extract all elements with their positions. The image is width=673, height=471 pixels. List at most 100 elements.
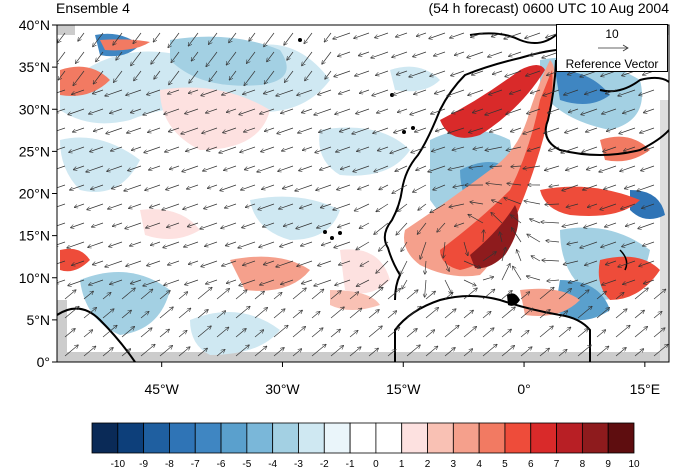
wind-vector bbox=[539, 326, 553, 338]
wind-vector bbox=[89, 108, 104, 114]
wind-vector bbox=[57, 184, 66, 189]
wind-vector bbox=[57, 146, 66, 151]
wind-vector bbox=[70, 184, 85, 190]
wind-vector bbox=[596, 330, 605, 338]
colorbar-box bbox=[169, 422, 196, 454]
wind-vector bbox=[444, 309, 456, 319]
wind-vector bbox=[435, 89, 446, 94]
wind-vector bbox=[316, 184, 332, 190]
positive-anomaly bbox=[440, 65, 545, 138]
wind-vector bbox=[429, 32, 446, 39]
ensemble-title: Ensemble 4 bbox=[56, 0, 130, 16]
wind-vector bbox=[376, 203, 389, 212]
reference-vector-box: 10 Reference Vector bbox=[556, 24, 668, 72]
wind-vector bbox=[558, 327, 571, 338]
wind-vector bbox=[359, 222, 370, 228]
wind-vector bbox=[191, 51, 199, 61]
coastline-iberia bbox=[469, 32, 557, 45]
coastline-south-america bbox=[57, 307, 136, 362]
wind-vector bbox=[526, 70, 541, 76]
wind-vector bbox=[168, 32, 180, 47]
wind-vector bbox=[240, 146, 256, 152]
wind-vector bbox=[83, 291, 93, 300]
colorbar-box bbox=[452, 422, 480, 454]
wind-vector bbox=[132, 146, 142, 150]
wind-vector bbox=[159, 346, 172, 357]
wind-vector bbox=[581, 108, 598, 115]
wind-vector bbox=[238, 241, 256, 248]
wind-vector bbox=[69, 146, 85, 152]
wind-vector bbox=[93, 89, 104, 94]
wind-vector bbox=[582, 146, 598, 152]
wind-vector bbox=[418, 203, 427, 210]
wind-vector bbox=[402, 279, 408, 289]
wind-vector bbox=[319, 127, 332, 132]
wind-vector bbox=[254, 346, 267, 357]
wind-vector bbox=[110, 279, 123, 284]
wind-vector bbox=[200, 222, 218, 229]
colorbar-label: 8 bbox=[580, 459, 586, 470]
reference-label: Reference Vector bbox=[565, 57, 659, 71]
wind-vector bbox=[577, 290, 589, 300]
wind-vector bbox=[619, 127, 636, 134]
wind-vector bbox=[500, 232, 502, 243]
wind-vector bbox=[425, 346, 438, 357]
wind-vector bbox=[368, 287, 383, 300]
wind-vector bbox=[133, 32, 142, 43]
wind-vector bbox=[545, 204, 560, 205]
wind-vector bbox=[359, 51, 370, 56]
wind-vector bbox=[264, 70, 275, 84]
wind-vector bbox=[490, 127, 503, 132]
wind-vector bbox=[558, 289, 571, 300]
wind-vector bbox=[277, 127, 294, 134]
wind-vector bbox=[634, 288, 648, 300]
positive-anomaly bbox=[404, 60, 555, 277]
wind-vector bbox=[203, 165, 218, 171]
lake-chad bbox=[619, 249, 628, 271]
wind-vector bbox=[254, 330, 263, 338]
wind-vector bbox=[482, 312, 491, 319]
wind-vector bbox=[354, 32, 370, 38]
wind-vector bbox=[205, 241, 218, 246]
wind-vector bbox=[520, 308, 533, 319]
wind-vector bbox=[162, 203, 180, 210]
wind-vector bbox=[165, 146, 180, 152]
wind-vector bbox=[372, 89, 389, 96]
wind-vector bbox=[261, 146, 275, 152]
wind-vector bbox=[406, 329, 417, 338]
wind-vector bbox=[376, 260, 389, 273]
wind-vector bbox=[581, 279, 598, 286]
colorbar-label: 10 bbox=[628, 459, 640, 470]
shaded-anomaly-field bbox=[57, 25, 669, 362]
colorbar-box bbox=[427, 422, 454, 454]
wind-vector bbox=[549, 185, 560, 187]
reference-magnitude: 10 bbox=[605, 27, 619, 41]
wind-vector bbox=[273, 325, 288, 338]
wind-vector bbox=[447, 89, 465, 96]
wind-vector bbox=[568, 279, 579, 283]
wind-vector bbox=[187, 184, 199, 189]
colorbar-box bbox=[349, 422, 377, 454]
wind-vector bbox=[561, 146, 579, 153]
wind-vector bbox=[455, 51, 465, 55]
wind-vector bbox=[140, 312, 149, 319]
wind-vector bbox=[398, 108, 408, 112]
wind-vector bbox=[305, 70, 313, 81]
wind-vector bbox=[292, 349, 301, 357]
wind-vector bbox=[94, 127, 104, 131]
wind-vector bbox=[387, 327, 400, 338]
missing-edge bbox=[660, 100, 669, 362]
colorbar-label: -5 bbox=[242, 459, 251, 470]
wind-vector bbox=[330, 307, 344, 319]
wind-vector bbox=[335, 108, 351, 114]
wind-vector bbox=[349, 347, 361, 357]
wind-vector bbox=[72, 89, 85, 94]
colorbar-label: 7 bbox=[554, 459, 560, 470]
wind-vector bbox=[517, 250, 522, 262]
wind-vector bbox=[131, 108, 142, 113]
wind-vector bbox=[360, 260, 370, 266]
wind-vector bbox=[83, 330, 92, 338]
wind-vector bbox=[653, 344, 668, 357]
wind-vector bbox=[586, 127, 598, 132]
wind-vector bbox=[577, 329, 588, 338]
